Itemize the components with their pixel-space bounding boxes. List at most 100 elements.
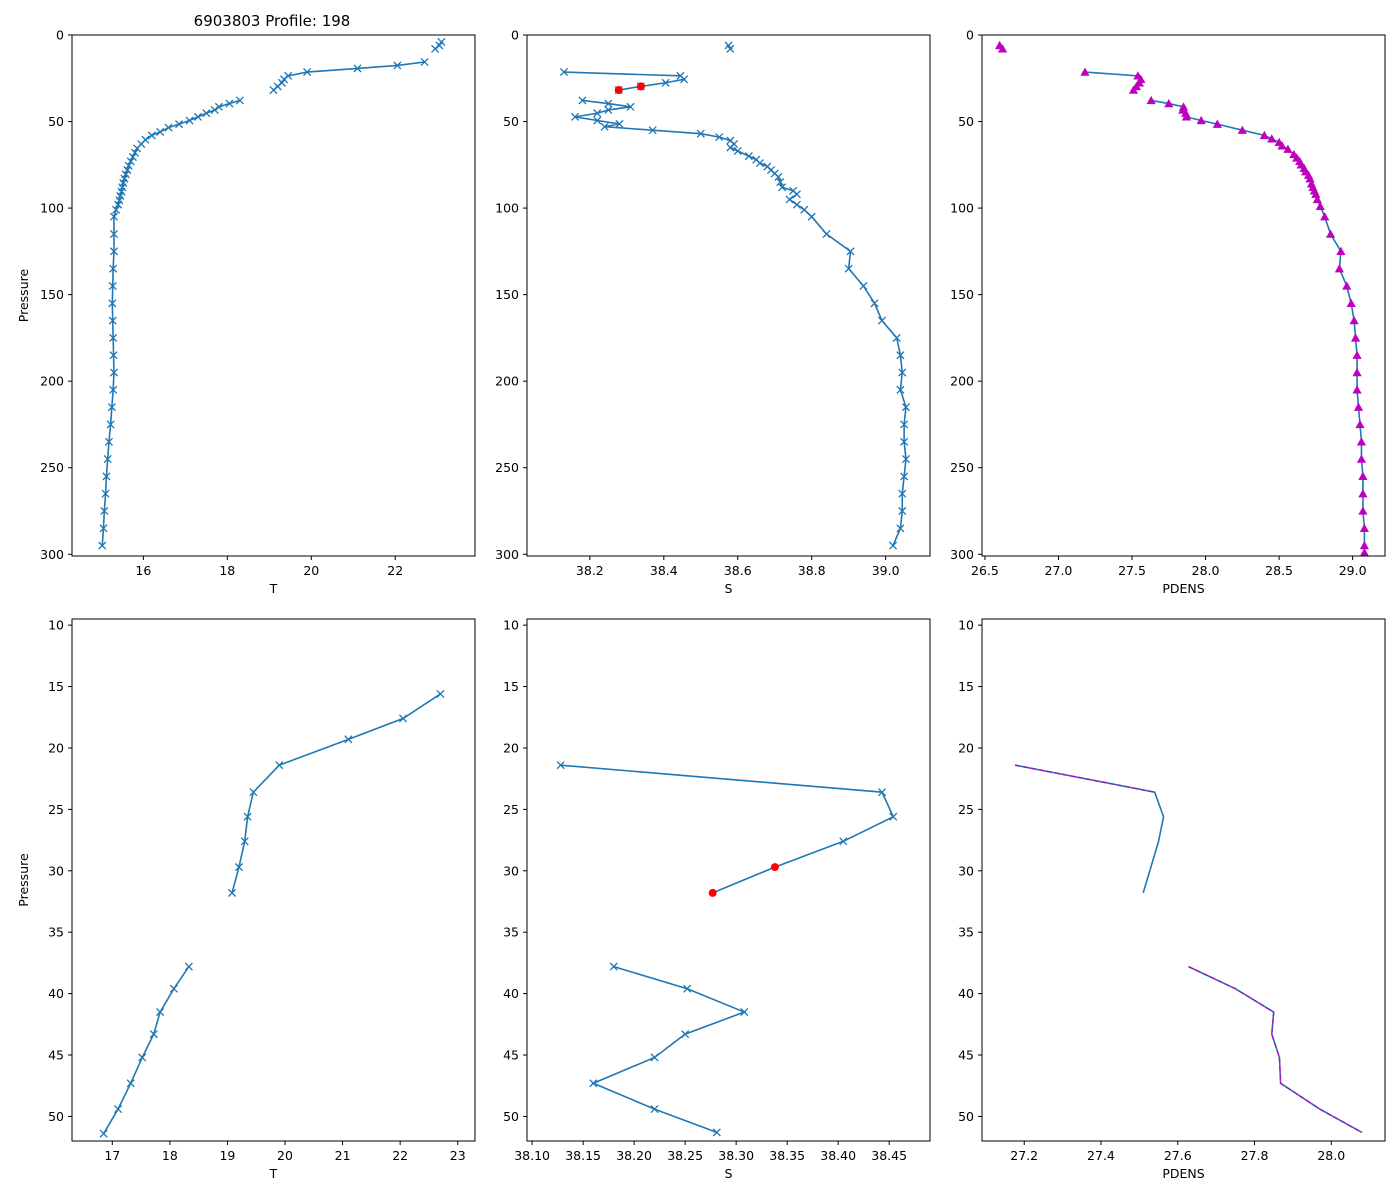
y-tick-label: 100 — [495, 201, 519, 216]
y-tick-label: 50 — [503, 1109, 519, 1124]
x-tick-label: 20 — [277, 1148, 293, 1163]
x-tick-label: 27.5 — [1118, 563, 1146, 578]
data-point — [109, 212, 119, 221]
data-point — [898, 489, 907, 498]
y-tick-label: 35 — [503, 925, 519, 940]
data-point — [420, 57, 429, 67]
data-point — [778, 183, 787, 192]
data-point — [900, 437, 909, 446]
data-point — [571, 112, 580, 121]
y-tick-label: 15 — [48, 679, 64, 694]
y-tick-label: 150 — [495, 287, 519, 302]
data-point — [109, 229, 119, 239]
x-tick-label: 38.35 — [769, 1148, 805, 1163]
y-tick-label: 250 — [950, 460, 974, 475]
y-tick-label: 30 — [503, 863, 519, 878]
x-tick-label: 38.45 — [871, 1148, 907, 1163]
x-tick-label: 28.0 — [1317, 1148, 1345, 1163]
x-tick-label: 38.30 — [718, 1148, 754, 1163]
data-point — [898, 368, 907, 377]
y-tick-label: 15 — [503, 679, 519, 694]
y-tick-label: 50 — [48, 1109, 64, 1124]
data-point — [726, 143, 735, 152]
data-point — [147, 131, 156, 140]
data-point — [101, 489, 110, 498]
data-point — [726, 44, 735, 53]
x-tick-label: 18 — [219, 563, 235, 578]
data-point — [109, 247, 119, 256]
flagged-point — [770, 863, 779, 872]
data-point — [275, 761, 284, 770]
data-point — [344, 735, 353, 744]
plot-area — [1014, 764, 1363, 1134]
data-point — [1350, 333, 1361, 342]
x-tick-label: 28.5 — [1265, 563, 1293, 578]
data-point — [126, 1079, 135, 1088]
y-tick-label: 0 — [511, 28, 519, 43]
y-tick-label: 25 — [503, 802, 519, 817]
data-point — [844, 264, 853, 273]
data-point — [609, 962, 618, 971]
y-tick-label: 30 — [958, 863, 974, 878]
data-point — [997, 44, 1008, 53]
data-point — [776, 178, 785, 187]
series-line — [574, 99, 907, 546]
data-point — [104, 437, 114, 446]
x-axis-label: S — [725, 1166, 733, 1181]
data-point — [202, 109, 211, 118]
axes-frame — [71, 618, 476, 1142]
data-point — [1346, 298, 1356, 307]
data-point — [98, 541, 107, 550]
y-tick-label: 200 — [950, 374, 974, 389]
data-point — [156, 1007, 165, 1017]
plot-area — [99, 689, 445, 1138]
data-point — [1080, 67, 1090, 76]
data-point — [604, 99, 613, 108]
y-tick-label: 150 — [40, 287, 64, 302]
data-point — [900, 472, 909, 481]
y-tick-label: 20 — [48, 740, 64, 755]
data-point — [1212, 119, 1222, 128]
x-tick-label: 38.2 — [576, 563, 604, 578]
data-point — [696, 129, 705, 138]
data-point — [846, 247, 855, 256]
axes-frame — [71, 34, 476, 557]
data-point — [1320, 212, 1330, 221]
data-point — [785, 195, 794, 204]
data-point — [1359, 523, 1370, 532]
flagged-point — [614, 86, 623, 95]
y-tick-label: 50 — [958, 114, 974, 129]
x-tick-label: 38.15 — [565, 1148, 601, 1163]
data-point — [1358, 471, 1368, 481]
x-tick-label: 27.8 — [1241, 1148, 1269, 1163]
series-line — [563, 71, 686, 91]
x-tick-label: 38.10 — [514, 1148, 550, 1163]
x-tick-label: 16 — [135, 563, 151, 578]
data-point — [896, 351, 905, 360]
data-point — [1196, 115, 1206, 125]
data-point — [888, 541, 898, 550]
data-point — [184, 962, 193, 971]
x-axis-label: PDENS — [1162, 581, 1204, 596]
data-point — [589, 1079, 598, 1088]
flagged-point — [636, 82, 645, 91]
series-line — [231, 693, 441, 894]
data-point — [128, 152, 137, 162]
data-point — [225, 99, 234, 108]
data-point — [164, 123, 173, 132]
y-tick-label: 30 — [48, 863, 64, 878]
data-point — [1181, 108, 1191, 117]
y-tick-label: 10 — [503, 618, 519, 633]
data-point — [859, 281, 868, 291]
series-dashed-line — [1188, 966, 1363, 1133]
data-point — [1355, 419, 1365, 429]
data-point — [600, 122, 609, 131]
data-point — [436, 689, 445, 698]
data-point — [227, 888, 237, 897]
x-axis-label: PDENS — [1162, 1166, 1204, 1181]
x-tick-label: 23 — [450, 1148, 466, 1163]
y-tick-label: 40 — [958, 986, 974, 1001]
data-point — [1360, 549, 1368, 556]
series-line — [102, 966, 190, 1135]
